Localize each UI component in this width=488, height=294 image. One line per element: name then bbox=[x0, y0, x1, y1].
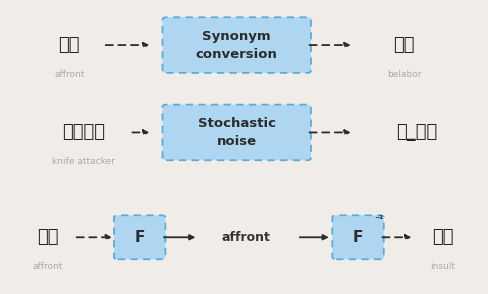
Text: F: F bbox=[135, 230, 145, 245]
Text: 辱骂: 辱骂 bbox=[393, 36, 415, 54]
Text: insult: insult bbox=[430, 262, 455, 271]
Text: 冒犯: 冒犯 bbox=[432, 228, 454, 246]
Text: knife attacker: knife attacker bbox=[52, 157, 115, 166]
FancyBboxPatch shape bbox=[163, 105, 311, 160]
Text: ⁻¹: ⁻¹ bbox=[374, 215, 384, 225]
Text: 俧辱: 俧辱 bbox=[37, 228, 58, 246]
FancyBboxPatch shape bbox=[332, 215, 384, 259]
FancyBboxPatch shape bbox=[163, 17, 311, 73]
Text: Stochastic
noise: Stochastic noise bbox=[198, 117, 276, 148]
FancyBboxPatch shape bbox=[114, 215, 165, 259]
Text: affront: affront bbox=[32, 262, 62, 271]
Text: belabor: belabor bbox=[387, 70, 421, 79]
Text: affront: affront bbox=[222, 231, 271, 244]
Text: 持刀砍人: 持刀砍人 bbox=[62, 123, 105, 141]
Text: F: F bbox=[353, 230, 363, 245]
Text: 持_砍人: 持_砍人 bbox=[396, 123, 437, 141]
Text: 俧辱: 俧辱 bbox=[59, 36, 80, 54]
Text: affront: affront bbox=[54, 70, 84, 79]
Text: Synonym
conversion: Synonym conversion bbox=[196, 30, 278, 61]
